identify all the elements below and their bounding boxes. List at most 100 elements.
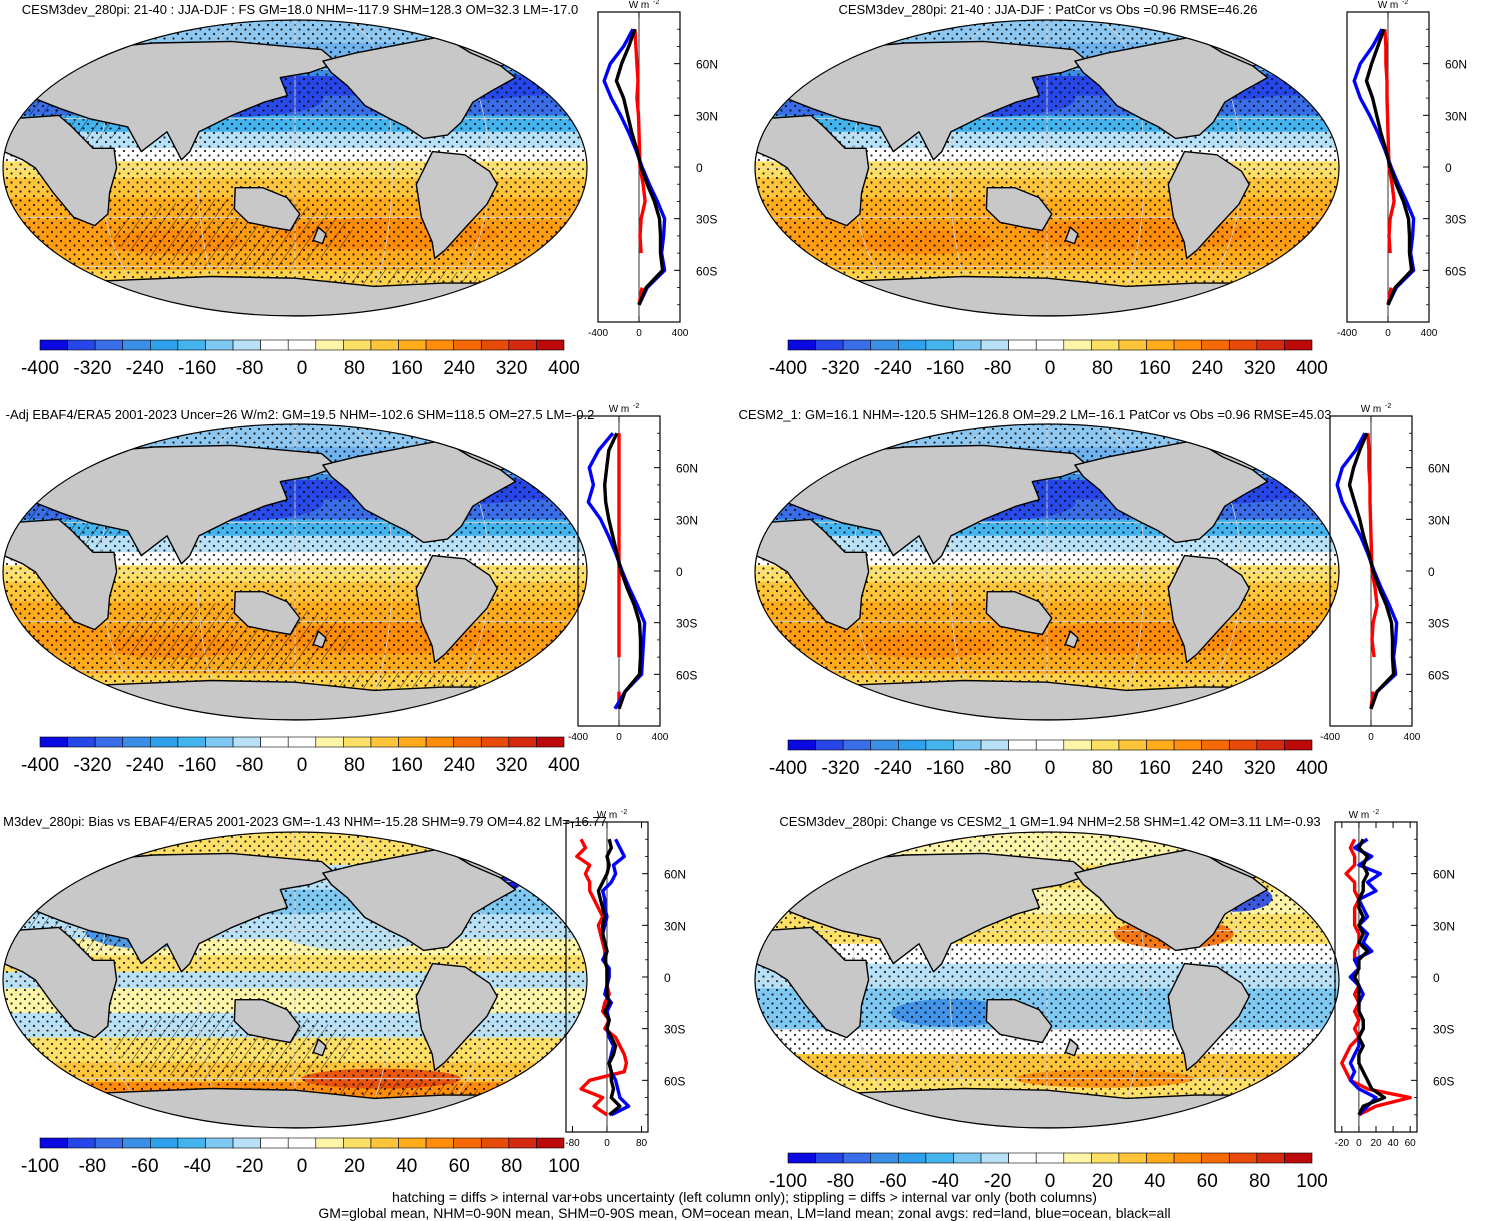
zonal-x-label: 0	[636, 328, 642, 339]
colorbar-swatch	[953, 739, 982, 751]
colorbar-swatch	[287, 736, 317, 748]
colorbar-swatch	[205, 1137, 234, 1149]
colorbar-tick-label: 160	[1139, 758, 1171, 779]
colorbar-swatch	[1008, 339, 1037, 351]
colorbar-tick-label: -160	[178, 755, 216, 776]
zonal-line-all	[603, 432, 643, 710]
land-north-america	[322, 35, 517, 140]
colorbar-swatch	[1091, 339, 1120, 351]
zonal-units-exponent: -2	[653, 0, 659, 6]
zonal-line-ocean	[586, 432, 647, 710]
colorbar-tick-label: 80	[501, 1156, 522, 1177]
colorbar-tick-label: 400	[548, 755, 580, 776]
colorbar-swatch	[1228, 739, 1258, 751]
map-field	[755, 424, 1339, 720]
colorbar-swatch	[1284, 739, 1313, 751]
colorbar-tick-label: 20	[344, 1156, 365, 1177]
colorbar-swatch	[398, 1137, 427, 1149]
colorbar-tick-label: 60	[1197, 1171, 1218, 1190]
panel-fs-obs: -Adj EBAF4/ERA5 2001-2023 Uncer=26 W/m2:…	[2, 403, 698, 776]
map-outline	[2, 19, 588, 317]
zonal-x-label: 80	[636, 1138, 648, 1149]
colorbar-tick-label: 40	[1144, 1171, 1165, 1190]
colorbar-swatch	[425, 1137, 454, 1149]
zonal-x-label: -400	[568, 732, 588, 743]
colorbar-tick-label: -160	[178, 358, 216, 379]
zonal-lat-label: 60S	[1445, 264, 1466, 278]
land-antarctica	[803, 679, 1291, 720]
zonal-profile: W m -2 60N 30N 0 30S 60S -400 0 400	[1337, 0, 1467, 339]
colorbar-swatch	[787, 1152, 816, 1164]
land-africa	[755, 926, 870, 1039]
panel-title: -Adj EBAF4/ERA5 2001-2023 Uncer=26 W/m2:…	[6, 407, 595, 422]
colorbar-swatch	[150, 736, 179, 748]
colorbar-swatch	[870, 739, 899, 751]
colorbar-swatch	[870, 339, 899, 351]
land-antarctica	[803, 1087, 1291, 1128]
colorbar-tick-label: -400	[21, 358, 59, 379]
zonal-units: W m	[609, 404, 630, 415]
colorbar-swatch	[1228, 1152, 1258, 1164]
colorbar-swatch	[480, 1137, 510, 1149]
land-south-america	[1167, 554, 1250, 664]
land-antarctica	[803, 275, 1291, 316]
colorbar-tick-label: -40	[931, 1171, 958, 1190]
colorbar-swatch	[398, 339, 427, 351]
zonal-lat-label: 0	[1428, 565, 1435, 579]
zonal-x-label: 400	[1421, 328, 1438, 339]
colorbar-swatch	[122, 736, 151, 748]
colorbar-tick-label: 60	[449, 1156, 470, 1177]
colorbar-swatch	[315, 736, 344, 748]
land-eurasia	[771, 40, 1090, 161]
land-north-america	[322, 439, 517, 544]
zonal-units-exponent: -2	[1385, 403, 1391, 410]
land-australia	[985, 591, 1053, 636]
colorbar-swatch	[925, 1152, 954, 1164]
colorbar-tick-label: -240	[126, 755, 164, 776]
zonal-frame	[1334, 821, 1418, 1133]
colorbar-tick-label: 160	[1139, 358, 1171, 379]
colorbar-swatch	[122, 1137, 151, 1149]
colorbar-swatch	[39, 339, 68, 351]
colorbar: -400 -320 -240 -160 -80 0 80 160 240 320 400	[769, 339, 1328, 379]
zonal-profile: W m -2 60N 30N 0 30S 60S -400 0 400	[588, 0, 718, 339]
colorbar-tick-label: -80	[984, 358, 1011, 379]
colorbar-swatch	[1256, 339, 1285, 351]
colorbar-swatch	[39, 1137, 68, 1149]
colorbar-swatch	[842, 739, 872, 751]
zonal-line-ocean	[1352, 28, 1416, 306]
zonal-line-ocean	[1348, 837, 1382, 1117]
land-new-zealand	[1064, 226, 1079, 245]
panel-title: CESM3dev_280pi: 21-40 : JJA-DJF : FS GM=…	[22, 2, 579, 17]
colorbar-swatch	[898, 1152, 927, 1164]
zonal-line-all	[614, 28, 665, 306]
colorbar-swatch	[67, 1137, 96, 1149]
zonal-lat-label: 60N	[1445, 58, 1467, 72]
zonal-units: W m	[1378, 0, 1399, 11]
colorbar-swatch	[177, 1137, 206, 1149]
map-outline	[2, 423, 588, 721]
colorbar-swatch	[232, 1137, 261, 1149]
colorbar-tick-label: 240	[1191, 358, 1223, 379]
zonal-x-label: -20	[1335, 1138, 1350, 1149]
zonal-profile: W m -2 60N 30N 0 30S 60S -400 0 400	[568, 403, 698, 743]
zonal-profile: W m -2 60N 30N 0 30S 60S -80 0 80	[565, 809, 686, 1149]
colorbar-swatch	[260, 339, 289, 351]
colorbar-swatch	[39, 736, 68, 748]
colorbar-swatch	[1173, 739, 1202, 751]
zonal-lat-label: 30N	[664, 919, 686, 933]
land-south-america	[415, 962, 498, 1072]
colorbar-swatch	[953, 339, 982, 351]
land-africa	[3, 518, 118, 631]
colorbar-tick-label: -320	[821, 758, 859, 779]
zonal-x-label: 20	[1370, 1138, 1382, 1149]
colorbar-swatch	[453, 339, 482, 351]
zonal-lat-label: 30N	[696, 109, 718, 123]
land-south-america	[1167, 150, 1250, 260]
zonal-x-label: -400	[1337, 328, 1357, 339]
colorbar-tick-label: -60	[131, 1156, 158, 1177]
colorbar-tick-label: 400	[1296, 358, 1328, 379]
zonal-lat-label: 30S	[1428, 617, 1449, 631]
colorbar-tick-label: 0	[1045, 1171, 1056, 1190]
zonal-x-label: 0	[1385, 328, 1391, 339]
